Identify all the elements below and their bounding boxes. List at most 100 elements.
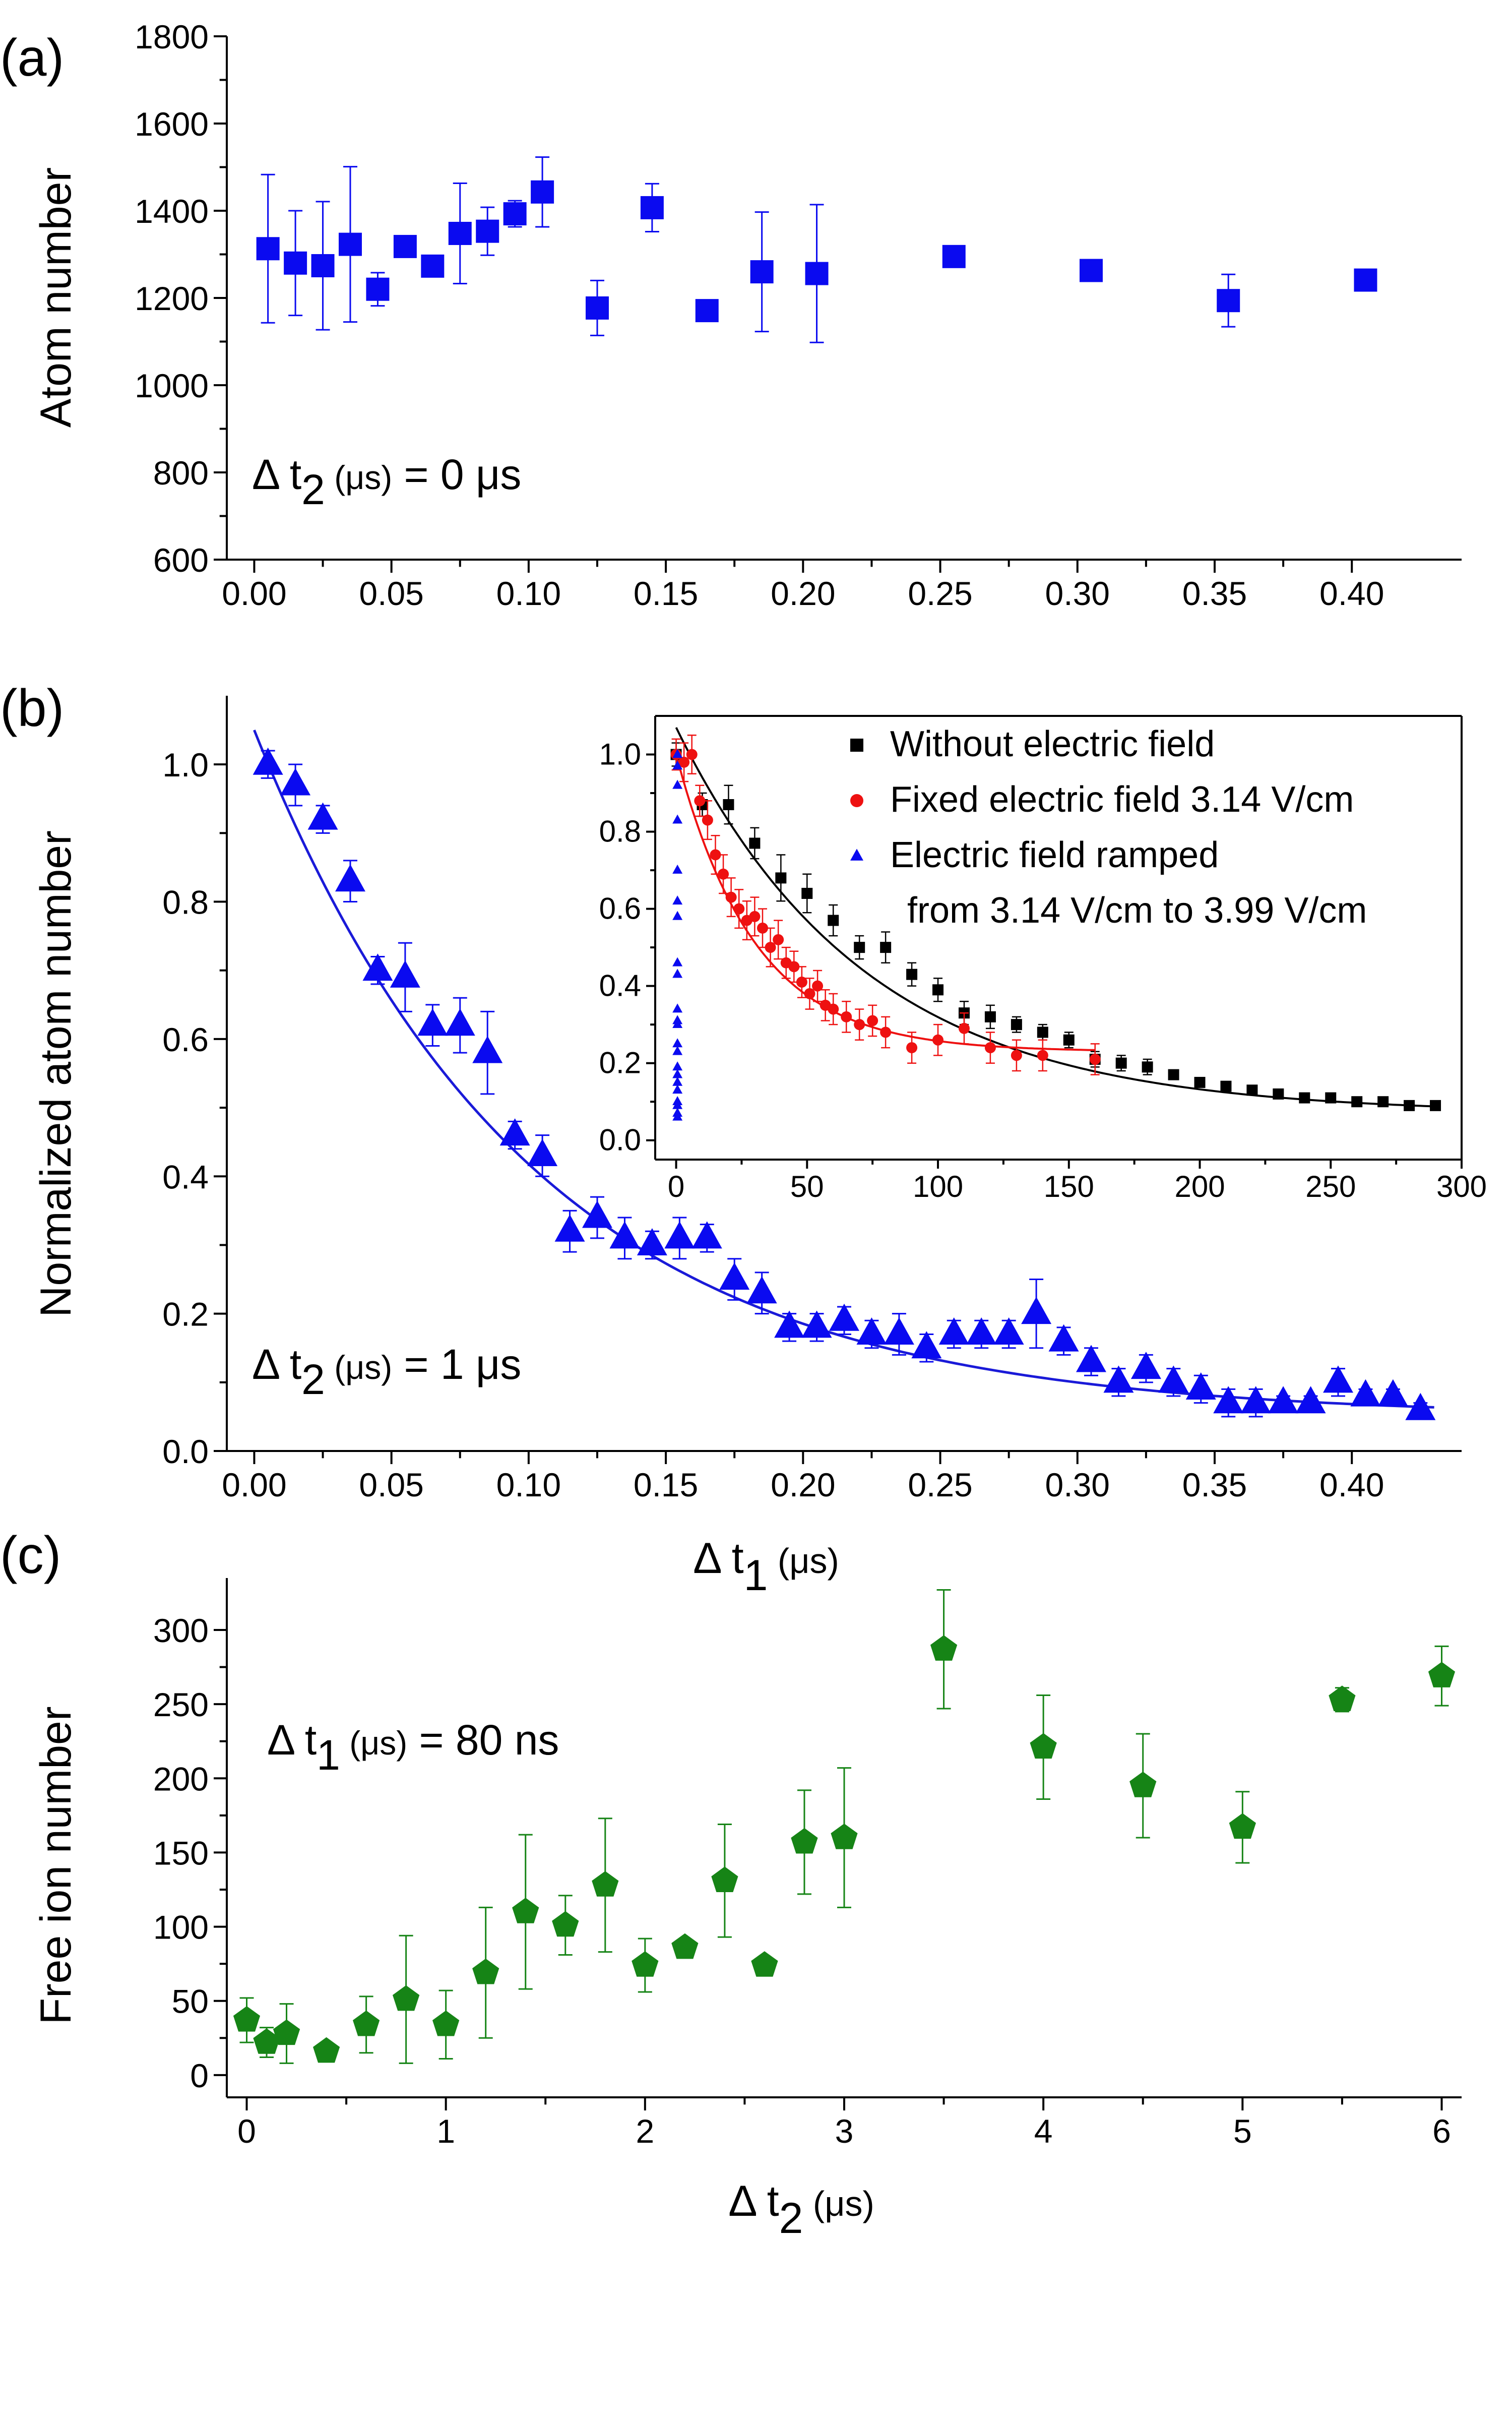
data-point xyxy=(353,2010,380,2036)
data-point xyxy=(1246,1084,1258,1096)
data-point xyxy=(773,934,784,945)
data-point xyxy=(632,1951,659,1977)
data-point xyxy=(421,254,445,278)
data-point xyxy=(672,1019,683,1028)
data-point xyxy=(828,915,839,926)
data-point xyxy=(672,1003,683,1013)
data-point xyxy=(313,2037,340,2063)
data-point xyxy=(311,254,335,277)
x-tick-label: 6 xyxy=(1432,2112,1451,2150)
data-point xyxy=(710,849,721,861)
y-tick-label: 1000 xyxy=(135,367,209,404)
data-point xyxy=(880,942,892,953)
data-point xyxy=(725,891,737,903)
data-point xyxy=(765,942,776,953)
data-point xyxy=(801,888,813,899)
data-point xyxy=(1037,1026,1048,1038)
data-point xyxy=(671,1933,699,1959)
x-tick-label: 3 xyxy=(835,2112,854,2150)
data-point xyxy=(672,895,683,905)
y-tick-label: 0.4 xyxy=(162,1158,209,1195)
y-tick-label: 0 xyxy=(190,2057,209,2094)
annotation-value: = 1 μs xyxy=(392,1341,521,1388)
data-point xyxy=(672,749,683,758)
x-tick-label: 0.10 xyxy=(496,575,561,612)
data-point xyxy=(686,749,698,760)
data-point xyxy=(930,1635,958,1661)
y-tick-label: 0.6 xyxy=(599,892,641,926)
data-point xyxy=(609,1221,640,1249)
annotation-delta-t: Δ t xyxy=(267,1716,317,1764)
data-point xyxy=(723,799,734,810)
data-point xyxy=(531,180,554,204)
x-tick-label: 250 xyxy=(1305,1170,1356,1203)
data-point xyxy=(932,1034,944,1046)
legend-entry-continuation: from 3.14 V/cm to 3.99 V/cm xyxy=(907,890,1367,931)
data-point xyxy=(695,299,719,323)
data-point xyxy=(672,1111,683,1121)
data-point xyxy=(828,1003,839,1015)
data-point xyxy=(691,1221,722,1249)
data-point xyxy=(1220,1080,1232,1092)
data-point xyxy=(672,760,683,770)
data-point xyxy=(788,961,800,973)
data-point xyxy=(966,1317,997,1345)
y-axis-title: Normalized atom number xyxy=(32,830,80,1317)
data-point xyxy=(958,1022,970,1034)
annotation: Δ t2 (μs) = 1 μs xyxy=(252,1341,521,1403)
data-point xyxy=(592,1871,619,1897)
series-triangle xyxy=(672,749,683,1121)
data-point xyxy=(984,1011,996,1022)
data-point xyxy=(256,237,280,261)
annotation-unit: (μs) xyxy=(340,1724,407,1762)
data-point xyxy=(867,1015,878,1026)
data-point xyxy=(1404,1100,1415,1111)
data-point xyxy=(672,957,683,966)
fit-curve xyxy=(253,730,1434,1409)
data-point xyxy=(672,779,683,789)
x-title-unit: (μs) xyxy=(803,2184,874,2223)
panel-b: 0.00 0.05 0.10 0.15 0.20 0.25 0.30 0.35 0.400.00… xyxy=(0,679,1487,1600)
x-tick-label: 0.15 xyxy=(634,1466,698,1503)
x-tick-label: 1 xyxy=(436,2112,455,2150)
data-point xyxy=(1268,1386,1299,1414)
data-point xyxy=(1273,1088,1284,1100)
annotation-subscript: 1 xyxy=(317,1731,340,1779)
y-tick-label: 0.6 xyxy=(162,1021,209,1058)
data-point xyxy=(749,911,761,922)
data-point xyxy=(1323,1365,1353,1393)
data-point xyxy=(307,802,338,830)
data-point xyxy=(1377,1096,1389,1108)
y-tick-label: 0.2 xyxy=(162,1296,209,1333)
x-tick-label: 150 xyxy=(1044,1170,1094,1203)
y-tick-label: 300 xyxy=(153,1612,209,1649)
y-tick-label: 0.0 xyxy=(599,1123,641,1157)
data-point xyxy=(1011,1050,1022,1061)
data-point xyxy=(1240,1386,1271,1414)
data-point xyxy=(284,251,307,275)
data-point xyxy=(711,1866,738,1892)
series-square xyxy=(256,156,1377,343)
data-point xyxy=(702,814,713,826)
data-point xyxy=(831,1824,858,1849)
data-point xyxy=(672,969,683,978)
data-point xyxy=(672,1069,683,1078)
x-title-unit: (μs) xyxy=(768,1541,839,1581)
data-point xyxy=(280,768,311,796)
y-tick-label: 50 xyxy=(172,1983,209,2020)
y-tick-label: 600 xyxy=(153,541,209,579)
data-point xyxy=(582,1200,612,1228)
y-tick-label: 100 xyxy=(153,1909,209,1946)
panel-c: 0 1 2 3 4 5 6 0 50 100 150 200 250 300 (c) Free ion num… xyxy=(0,1526,1462,2243)
data-point xyxy=(503,202,527,226)
y-tick-label: 200 xyxy=(153,1760,209,1797)
data-point xyxy=(880,1026,892,1038)
data-point xyxy=(672,1038,683,1048)
y-tick-label: 0.8 xyxy=(162,884,209,921)
x-tick-label: 0.25 xyxy=(908,575,972,612)
data-point xyxy=(829,1303,859,1331)
data-point xyxy=(476,219,499,243)
inset-plot: 0 50 100 150 200 250 300 0.0 0.2 0.4 0.6 0.8 1.0 With… xyxy=(599,715,1487,1203)
x-axis-title: Δ t2 (μs) xyxy=(728,2177,874,2243)
annotation: Δ t1 (μs) = 80 ns xyxy=(267,1716,559,1779)
